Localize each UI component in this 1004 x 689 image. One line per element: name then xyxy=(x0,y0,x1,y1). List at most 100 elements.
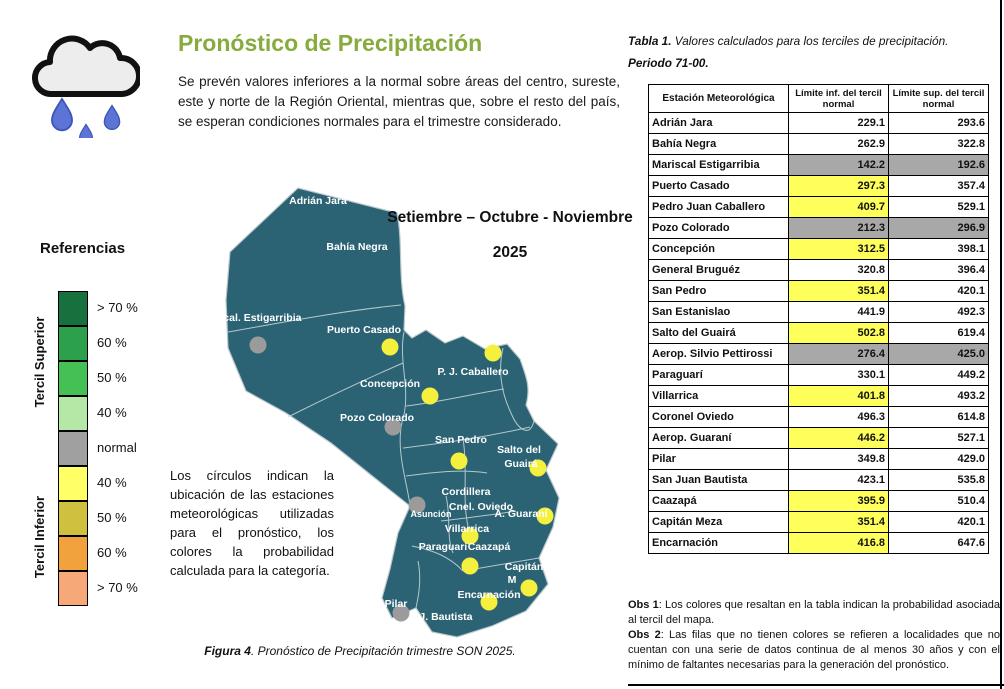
season-year: 2025 xyxy=(492,244,528,261)
limit-inf-cell: 401.8 xyxy=(788,385,889,407)
limit-sup-cell: 535.8 xyxy=(888,469,989,491)
station-name-cell: Bahía Negra xyxy=(648,133,789,155)
limit-sup-cell: 492.3 xyxy=(888,301,989,323)
rain-cloud-icon xyxy=(32,35,140,138)
legend-item: 60 % xyxy=(58,535,138,571)
limit-inf-cell: 395.9 xyxy=(788,490,889,512)
limit-inf-cell: 312.5 xyxy=(788,238,889,260)
legend-item-label: 40 % xyxy=(97,475,127,490)
table-header-row: Estación Meteorológica Límite inf. del t… xyxy=(648,84,989,113)
col-header-inf-line1: Límite inf. del tercil xyxy=(795,87,882,99)
station-name-cell: Villarrica xyxy=(648,385,789,407)
limit-sup-cell: 619.4 xyxy=(888,322,989,344)
limit-sup-cell: 420.1 xyxy=(888,280,989,302)
legend-item-label: 50 % xyxy=(97,370,127,385)
legend-item: 40 % xyxy=(58,395,138,431)
legend-item: > 70 % xyxy=(58,570,138,606)
figure-caption: Figura 4. Pronóstico de Precipitación tr… xyxy=(190,644,530,658)
station-name-cell: Concepción xyxy=(648,238,789,260)
station-name-cell: Aerop. Guaraní xyxy=(648,427,789,449)
limit-inf-cell: 276.4 xyxy=(788,343,889,365)
station-name-cell: San Pedro xyxy=(648,280,789,302)
station-name-cell: Pozo Colorado xyxy=(648,217,789,239)
limit-inf-cell: 212.3 xyxy=(788,217,889,239)
legend-swatch xyxy=(58,430,88,466)
intro-text: Se prevén valores inferiores a la normal… xyxy=(178,74,620,129)
legend-swatch xyxy=(58,465,88,501)
table-title-label: Tabla 1. xyxy=(628,34,672,48)
legend-swatch xyxy=(58,570,88,606)
legend-swatch xyxy=(58,500,88,536)
legend-item: 50 % xyxy=(58,360,138,396)
limit-inf-cell: 320.8 xyxy=(788,259,889,281)
station-name-cell: Encarnación xyxy=(648,532,789,554)
tercile-table-body: Adrián Jara 229.1 293.6 Bahía Negra 262.9 322… xyxy=(648,112,989,554)
legend-item-label: 50 % xyxy=(97,510,127,525)
legend-item-label: > 70 % xyxy=(97,580,138,595)
station-name-cell: Puerto Casado xyxy=(648,175,789,197)
department-borders xyxy=(227,304,540,609)
table-row: Coronel Oviedo 496.3 614.8 xyxy=(648,406,989,428)
paraguay-shape xyxy=(225,187,560,638)
table-row: Aerop. Silvio Pettirossi 276.4 425.0 xyxy=(648,343,989,365)
table-row: Capitán Meza 351.4 420.1 xyxy=(648,511,989,533)
station-name-cell: Coronel Oviedo xyxy=(648,406,789,428)
obs-1-text: : Los colores que resaltan en la tabla i… xyxy=(628,599,1000,626)
obs-2-label: Obs 2 xyxy=(628,629,661,641)
limit-inf-cell: 441.9 xyxy=(788,301,889,323)
legend-item-label: normal xyxy=(97,440,137,455)
limit-sup-cell: 322.8 xyxy=(888,133,989,155)
col-header-station: Estación Meteorológica xyxy=(648,84,789,113)
raindrop-icon xyxy=(51,97,121,138)
figure-caption-label: Figura 4 xyxy=(204,644,251,658)
col-header-inf: Límite inf. del tercil normal xyxy=(788,84,889,113)
limit-sup-cell: 647.6 xyxy=(888,532,989,554)
station-name-cell: Aerop. Silvio Pettirossi xyxy=(648,343,789,365)
station-name-cell: Mariscal Estigarribia xyxy=(648,154,789,176)
legend-item: 50 % xyxy=(58,500,138,536)
table-row: Villarrica 401.8 493.2 xyxy=(648,385,989,407)
table-row: Concepción 312.5 398.1 xyxy=(648,238,989,260)
tercile-table: Estación Meteorológica Límite inf. del t… xyxy=(648,84,989,554)
station-name-cell: Pilar xyxy=(648,448,789,470)
legend-items: > 70 % 60 % 50 % 40 % normal 40 % 50 % 60 % > 70… xyxy=(58,290,138,606)
table-row: Salto del Guairá 502.8 619.4 xyxy=(648,322,989,344)
table-row: General Bruguéz 320.8 396.4 xyxy=(648,259,989,281)
obs-2: Obs 2: Las filas que no tienen colores s… xyxy=(628,628,1000,673)
legend: Tercil Superior Tercil Inferior > 70 % 60… xyxy=(24,290,184,620)
station-name-cell: Paraguarí xyxy=(648,364,789,386)
limit-sup-cell: 510.4 xyxy=(888,490,989,512)
page-edge-bottom xyxy=(628,684,1004,686)
table-row: San Estanislao 441.9 492.3 xyxy=(648,301,989,323)
station-name-cell: San Estanislao xyxy=(648,301,789,323)
table-title-text: Valores calculados para los terciles de … xyxy=(671,34,949,48)
season-title: Setiembre – Octubre - Noviembre xyxy=(387,209,633,226)
table-row: Pilar 349.8 429.0 xyxy=(648,448,989,470)
legend-item-label: 60 % xyxy=(97,545,127,560)
table-period: Periodo 71-00. xyxy=(628,56,709,70)
table-row: San Pedro 351.4 420.1 xyxy=(648,280,989,302)
obs-1-label: Obs 1 xyxy=(628,599,659,611)
legend-swatch xyxy=(58,535,88,571)
map-note: Los círculos indican la ubicación de las… xyxy=(170,468,334,578)
limit-inf-cell: 496.3 xyxy=(788,406,889,428)
figure-caption-text: . Pronóstico de Precipitación trimestre … xyxy=(250,644,516,658)
table-row: Encarnación 416.8 647.6 xyxy=(648,532,989,554)
limit-inf-cell: 351.4 xyxy=(788,280,889,302)
station-name-cell: Caazapá xyxy=(648,490,789,512)
limit-sup-cell: 357.4 xyxy=(888,175,989,197)
legend-swatch xyxy=(58,325,88,361)
limit-sup-cell: 493.2 xyxy=(888,385,989,407)
limit-sup-cell: 425.0 xyxy=(888,343,989,365)
limit-sup-cell: 396.4 xyxy=(888,259,989,281)
limit-inf-cell: 229.1 xyxy=(788,112,889,134)
limit-sup-cell: 293.6 xyxy=(888,112,989,134)
station-name-cell: Capitán Meza xyxy=(648,511,789,533)
limit-inf-cell: 446.2 xyxy=(788,427,889,449)
limit-sup-cell: 429.0 xyxy=(888,448,989,470)
limit-inf-cell: 142.2 xyxy=(788,154,889,176)
col-header-sup: Límite sup. del tercil normal xyxy=(888,84,989,113)
table-row: Pozo Colorado 212.3 296.9 xyxy=(648,217,989,239)
tercil-inferior-label: Tercil Inferior xyxy=(32,495,47,579)
